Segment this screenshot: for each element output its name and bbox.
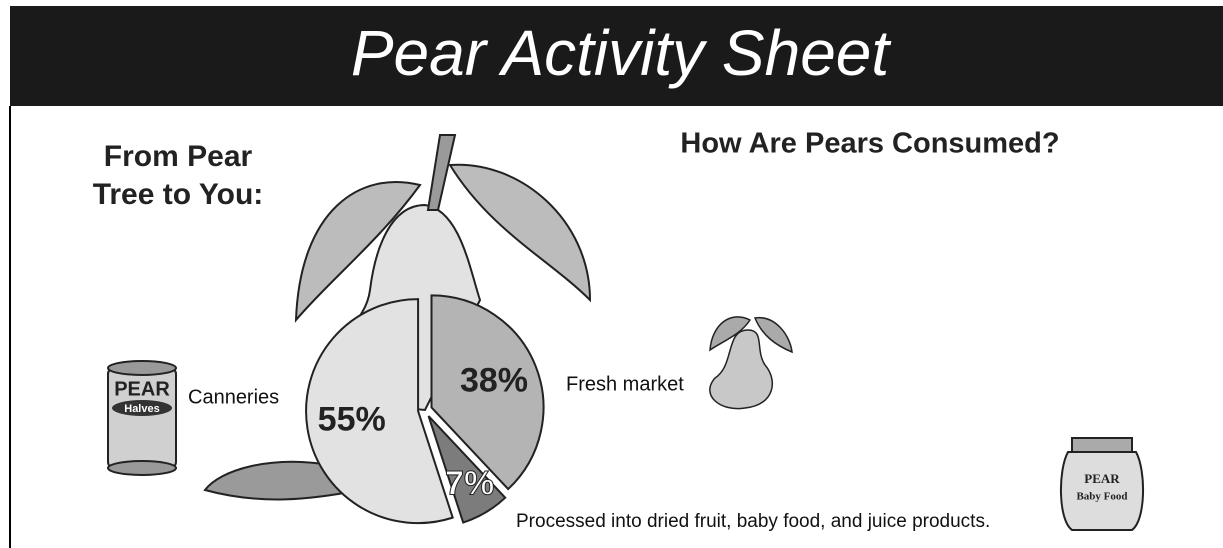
chart-subtitle: How Are Pears Consumed? — [680, 128, 1059, 160]
pie-slice — [430, 294, 545, 491]
can-label: PEAR — [114, 378, 170, 400]
pear-icon — [709, 316, 793, 410]
can-icon: PEAR Halves — [107, 360, 177, 476]
jar-label: Baby Food — [1076, 491, 1127, 503]
pie-slice — [427, 415, 507, 524]
pie — [305, 294, 545, 525]
jar-icon: PEAR Baby Food — [1060, 437, 1144, 531]
pie-slice — [305, 298, 454, 525]
chart-title: Pear Activity Sheet — [351, 17, 892, 89]
leaf — [203, 460, 363, 501]
jar-label: PEAR — [1084, 471, 1120, 486]
slice-label: 7% — [445, 464, 494, 502]
stem — [426, 134, 457, 211]
heading-line: Tree to You: — [93, 178, 264, 211]
category-label: Fresh market — [566, 373, 684, 395]
category-label: Canneries — [188, 386, 279, 408]
slice-label: 55% — [318, 401, 386, 439]
heading-line: From Pear — [104, 140, 253, 173]
header-band — [10, 6, 1223, 106]
leaf — [448, 163, 592, 303]
can-label: Halves — [124, 403, 159, 415]
slice-label: 38% — [460, 362, 528, 400]
category-label: Processed into dried fruit, baby food, a… — [516, 511, 990, 532]
leaf — [294, 180, 422, 323]
